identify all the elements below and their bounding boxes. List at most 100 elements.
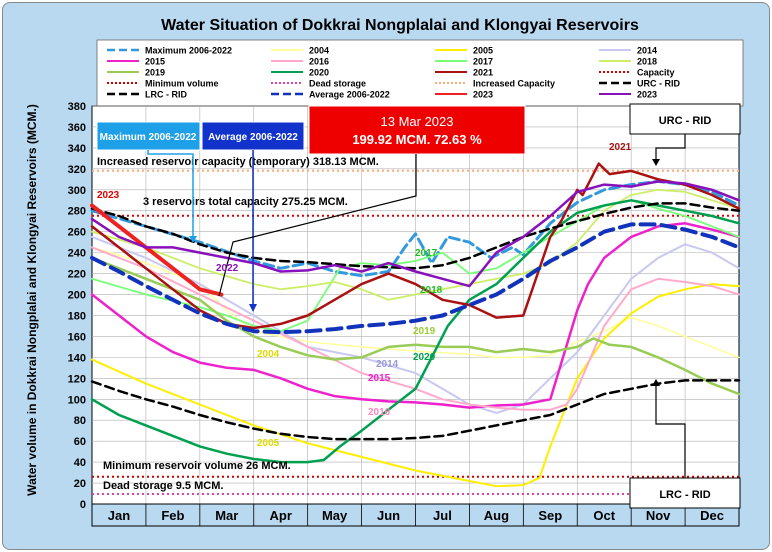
series-2016-5	[91, 246, 740, 411]
y-tick-label: 180	[68, 310, 86, 322]
legend-label: Average 2006-2022	[309, 90, 390, 100]
current-volume: 199.92 MCM. 72.63 %	[352, 132, 482, 147]
lrc-box-text: LRC - RID	[659, 489, 710, 501]
increased-capacity-text: Increased reservoir capacity (temporary)…	[97, 156, 379, 168]
year-label: 2021	[609, 142, 632, 153]
year-label: 2023	[97, 190, 120, 201]
x-tick-label: Aug	[484, 508, 509, 523]
series-maximum-2006-2022-0	[90, 179, 741, 278]
dead-storage-text: Dead storage 9.5 MCM.	[103, 480, 223, 492]
legend-label: Dead storage	[309, 79, 366, 89]
avg-callout-box	[201, 121, 305, 151]
y-tick-label: 40	[74, 457, 86, 469]
x-tick-label: Jul	[433, 508, 452, 523]
legend-box	[96, 39, 744, 107]
series-2023-15	[90, 180, 741, 288]
annotations: Maximum 2006-2022 Average 2006-2022 13 M…	[96, 103, 741, 509]
legend-label: Minimum volume	[145, 79, 219, 89]
y-axis-label: Water volume in Dokkrai Nongplalai and K…	[25, 104, 39, 496]
max-arrow	[147, 150, 194, 236]
max-arrowhead	[189, 236, 197, 243]
legend-label: 2019	[145, 68, 165, 78]
x-axis: Jan Feb Mar Apr May Jun Jul Aug Sep Oct Nov Dec	[91, 503, 740, 527]
urc-arrowhead	[652, 159, 660, 166]
year-label: 2005	[257, 438, 280, 449]
legend-label: Capacity	[637, 68, 675, 78]
year-label: 2019	[413, 326, 436, 337]
y-tick-label: 260	[68, 227, 86, 239]
chart-title: Water Situation of Dokkrai Nongplalai an…	[161, 17, 639, 34]
series-urc-rid-11	[90, 202, 741, 270]
legend-label: 2017	[473, 57, 493, 67]
lrc-arrowhead	[652, 379, 660, 386]
legend-label: 2018	[637, 57, 657, 67]
legend-label: 2015	[145, 57, 165, 67]
x-tick-label: Sep	[538, 508, 562, 523]
y-tick-label: 20	[74, 478, 86, 490]
y-tick-label: 380	[68, 101, 86, 113]
y-tick-label: 60	[74, 436, 86, 448]
year-label: 2015	[368, 373, 391, 384]
series-2023-14	[90, 203, 224, 297]
series-2015-4	[90, 222, 741, 409]
year-labels: 2023 2021 2022 2017 2018 2019 2020 2014 2015 2016…	[97, 142, 632, 449]
series-2020-9	[90, 199, 741, 464]
y-tick-label: 200	[68, 290, 86, 302]
x-tick-label: Dec	[700, 508, 724, 523]
year-label: 2020	[413, 352, 436, 363]
y-axis: 0 20 40 60 80 100 120 140 160 180 200 220 240 260 280 3…	[68, 101, 86, 511]
series-2005-2	[91, 283, 740, 488]
y-tick-label: 340	[68, 143, 86, 155]
legend-label: Increased Capacity	[473, 79, 555, 89]
avg-callout-text: Average 2006-2022	[208, 132, 298, 143]
lrc-arrow	[655, 385, 686, 478]
x-tick-label: Jan	[108, 508, 130, 523]
y-tick-label: 300	[68, 185, 86, 197]
series-average-2006-2022-13	[90, 222, 741, 335]
current-status-box	[308, 105, 526, 155]
urc-box	[629, 103, 741, 135]
avg-arrowhead	[249, 304, 257, 312]
year-label: 2016	[368, 407, 391, 418]
series-2019-8	[90, 256, 741, 396]
series-group	[90, 162, 741, 488]
y-tick-label: 140	[68, 352, 86, 364]
legend: Maximum 2006-2022 2004 2005 2014 2015 2016 201…	[107, 46, 680, 100]
capacity-text: 3 reservoirs total capacity 275.25 MCM.	[143, 196, 348, 208]
status-arrow	[218, 154, 417, 297]
legend-label: 2016	[309, 57, 329, 67]
legend-label: 2004	[309, 46, 329, 56]
legend-label: 2005	[473, 46, 493, 56]
legend-label: 2023	[473, 90, 493, 100]
y-tick-label: 0	[80, 499, 86, 511]
minimum-volume-text: Minimum reservoir volume 26 MCM.	[103, 460, 291, 472]
series-2018-7	[91, 188, 740, 301]
urc-box-text: URC - RID	[659, 115, 712, 127]
legend-label: 2021	[473, 68, 493, 78]
current-date: 13 Mar 2023	[381, 114, 454, 129]
y-tick-label: 100	[68, 394, 86, 406]
x-tick-label: Jun	[377, 508, 400, 523]
legend-label: 2023	[637, 90, 657, 100]
x-tick-label: Feb	[161, 508, 184, 523]
legend-label: LRC - RID	[145, 90, 187, 100]
legend-label: 2014	[637, 46, 657, 56]
x-tick-label: Mar	[215, 508, 238, 523]
y-tick-label: 220	[68, 269, 86, 281]
x-tick-label: Oct	[593, 508, 615, 523]
legend-label: URC - RID	[637, 79, 680, 89]
year-label: 2017	[415, 248, 438, 259]
series-lrc-rid-12	[90, 379, 741, 441]
y-tick-label: 120	[68, 373, 86, 385]
year-label: 2022	[216, 263, 239, 274]
urc-arrow	[655, 134, 686, 160]
series-2004-1	[91, 246, 740, 359]
max-callout-text: Maximum 2006-2022	[100, 132, 197, 143]
y-tick-label: 240	[68, 248, 86, 260]
legend-label: Maximum 2006-2022	[145, 46, 232, 56]
x-tick-label: May	[322, 508, 348, 523]
y-tick-label: 80	[74, 415, 86, 427]
y-tick-label: 160	[68, 331, 86, 343]
year-label: 2014	[376, 359, 399, 370]
